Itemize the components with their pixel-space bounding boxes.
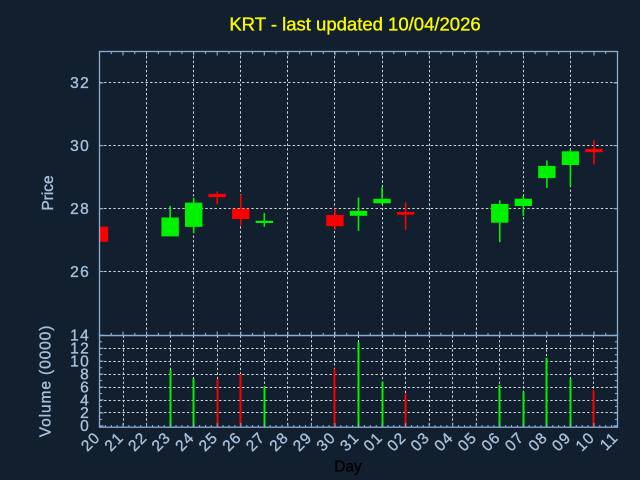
svg-text:8: 8 <box>80 366 90 383</box>
svg-text:26: 26 <box>70 264 90 281</box>
svg-text:10: 10 <box>70 353 90 370</box>
svg-text:12: 12 <box>70 341 90 358</box>
svg-text:2: 2 <box>80 405 90 422</box>
svg-text:Price: Price <box>40 175 57 210</box>
svg-text:Volume (0000): Volume (0000) <box>38 325 55 438</box>
svg-text:14: 14 <box>70 328 90 345</box>
svg-text:30: 30 <box>70 138 90 155</box>
svg-text:4: 4 <box>80 392 90 409</box>
svg-text:28: 28 <box>70 201 90 218</box>
svg-text:32: 32 <box>70 75 90 92</box>
svg-text:KRT - last updated 10/04/2026: KRT - last updated 10/04/2026 <box>229 14 480 35</box>
svg-text:6: 6 <box>80 379 90 396</box>
svg-text:0: 0 <box>80 418 90 435</box>
svg-text:Day: Day <box>334 459 362 476</box>
